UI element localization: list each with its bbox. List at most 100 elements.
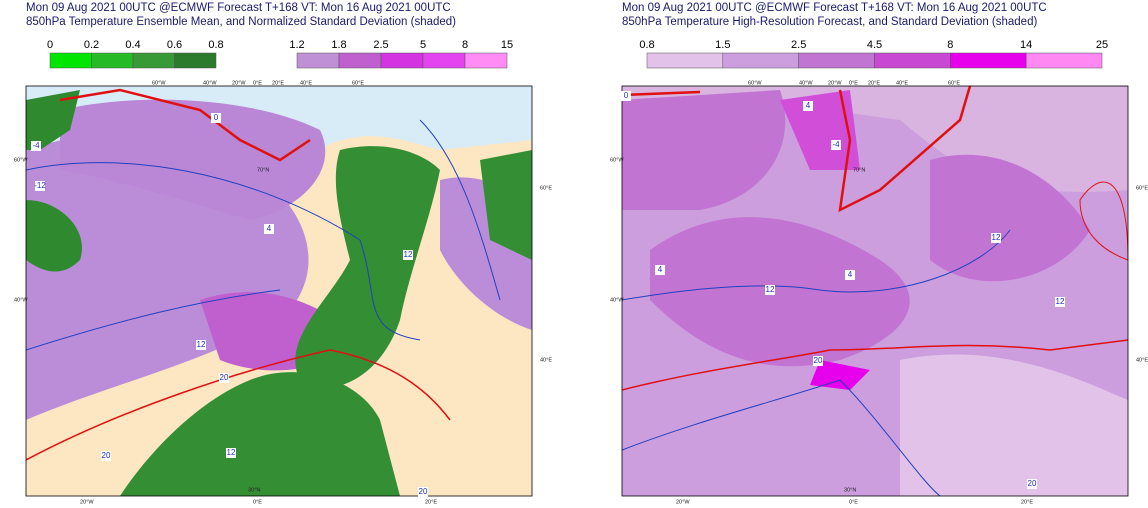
colorbar-label: 25 [1096, 39, 1108, 51]
contour-label-bg [264, 224, 274, 234]
graticule-label: 20°E [425, 499, 437, 505]
contour-label: 4 [267, 224, 272, 233]
map-right [622, 86, 1128, 496]
colorbar-label: 8 [947, 39, 953, 51]
graticule-label: 60°E [1136, 185, 1148, 191]
contour-label-bg [991, 233, 1001, 243]
contour-label-bg [101, 451, 111, 461]
contour-label-bg [196, 340, 206, 350]
graticule-label: 40°E [540, 357, 552, 363]
contour-label-bg [621, 91, 631, 101]
colorbar-segment [722, 52, 799, 69]
graticule-label: 40°W [610, 297, 624, 303]
contour-label-bg [1055, 297, 1065, 307]
colorbar-segment [874, 52, 951, 69]
contour-label-bg [35, 181, 45, 191]
contour-label-bg [211, 113, 221, 123]
contour-label-bg [803, 101, 813, 111]
contour-label-bg [655, 265, 665, 275]
contour-label-bg [226, 448, 236, 458]
colorbar-label: 14 [1020, 39, 1032, 51]
graticule-label: 0°E [849, 80, 858, 86]
contour-label: 12 [197, 340, 206, 349]
map-frame [25, 85, 533, 497]
colorbar-label: 1.8 [331, 39, 346, 51]
graticule-label: 40°W [14, 297, 28, 303]
graticule-label: 40°E [1136, 357, 1148, 363]
graticule-label: 40°W [203, 80, 217, 86]
map-frame [621, 85, 1129, 497]
colorbar-label: 4.5 [867, 39, 882, 51]
contour-label-bg [31, 141, 41, 151]
contour-label: 20 [220, 373, 229, 382]
colorbar-segment [464, 52, 508, 69]
contour-label: 0 [214, 113, 219, 122]
colorbar-label: 0.4 [125, 39, 140, 51]
graticule-label: 0°E [253, 80, 262, 86]
graticule-label: 60°W [152, 80, 166, 86]
contour-label: 12 [1056, 297, 1065, 306]
colorbar-segment [132, 52, 175, 69]
graticule-label: 40°E [300, 80, 312, 86]
colorbar-segment [1025, 52, 1103, 69]
contour-label: -12 [34, 181, 46, 190]
graticule-label: 60°W [748, 80, 762, 86]
contour-label-bg [418, 487, 428, 497]
colorbar-segment [338, 52, 382, 69]
graticule-label: 20°E [272, 80, 284, 86]
contour-label: 4 [658, 265, 663, 274]
graticule-label: 60°E [352, 80, 364, 86]
graticule-label: 40°E [896, 80, 908, 86]
graticule-label: 60°W [610, 157, 624, 163]
contour-label: 20 [102, 451, 111, 460]
contour-label-bg [1027, 479, 1037, 489]
colorbar-segment [296, 52, 340, 69]
colorbar-label: 8 [462, 39, 468, 51]
contour-label: 12 [404, 250, 413, 259]
contour-label: 20 [814, 356, 823, 365]
graticule-label: 40°W [799, 80, 813, 86]
graticule-label: 0°E [253, 499, 262, 505]
title-line: Mon 09 Aug 2021 00UTC @ECMWF Forecast T+… [622, 2, 1047, 14]
colorbar-label: 0.8 [208, 39, 223, 51]
contour-label-bg [403, 250, 413, 260]
graticule-label: 20°W [232, 80, 246, 86]
title-line: 850hPa Temperature Ensemble Mean, and No… [26, 16, 456, 28]
graticule-label: 60°E [540, 185, 552, 191]
graticule-label: 20°W [676, 499, 690, 505]
contour-label-bg [813, 356, 823, 366]
contour-label: 0 [624, 91, 629, 100]
contour-label: 4 [848, 270, 853, 279]
contour-label: 12 [992, 233, 1001, 242]
colorbar-label: 2.5 [791, 39, 806, 51]
colorbar-segment [646, 52, 724, 69]
colorbar-label: 15 [501, 39, 513, 51]
contour-label: -4 [32, 141, 40, 150]
contour-label: 20 [1028, 479, 1037, 488]
graticule-label: 60°E [948, 80, 960, 86]
graticule-label: 60°W [14, 157, 28, 163]
graticule-label: 20°W [828, 80, 842, 86]
graticule-label: 20°E [1021, 499, 1033, 505]
colorbar-label: 0 [47, 39, 53, 51]
contour-label-bg [219, 373, 229, 383]
contour-label: 12 [227, 448, 236, 457]
colorbar-label: 1.2 [289, 39, 304, 51]
map-left [26, 86, 532, 496]
contour-label-bg [831, 140, 841, 150]
colorbar-label: 0.6 [167, 39, 182, 51]
contour-label: 20 [419, 487, 428, 496]
graticule-label: 30°N [248, 487, 260, 493]
graticule-label: 70°N [257, 167, 269, 173]
graticule-label: 30°N [844, 487, 856, 493]
contour-label-bg [845, 270, 855, 280]
contour-label: 12 [766, 285, 775, 294]
colorbar-segment [798, 52, 875, 69]
colorbar-segment [91, 52, 134, 69]
colorbar-label: 1.5 [715, 39, 730, 51]
graticule-label: 70°N [853, 167, 865, 173]
colorbar-segment [49, 52, 92, 69]
colorbar-segment [950, 52, 1027, 69]
colorbar-segment [380, 52, 424, 69]
